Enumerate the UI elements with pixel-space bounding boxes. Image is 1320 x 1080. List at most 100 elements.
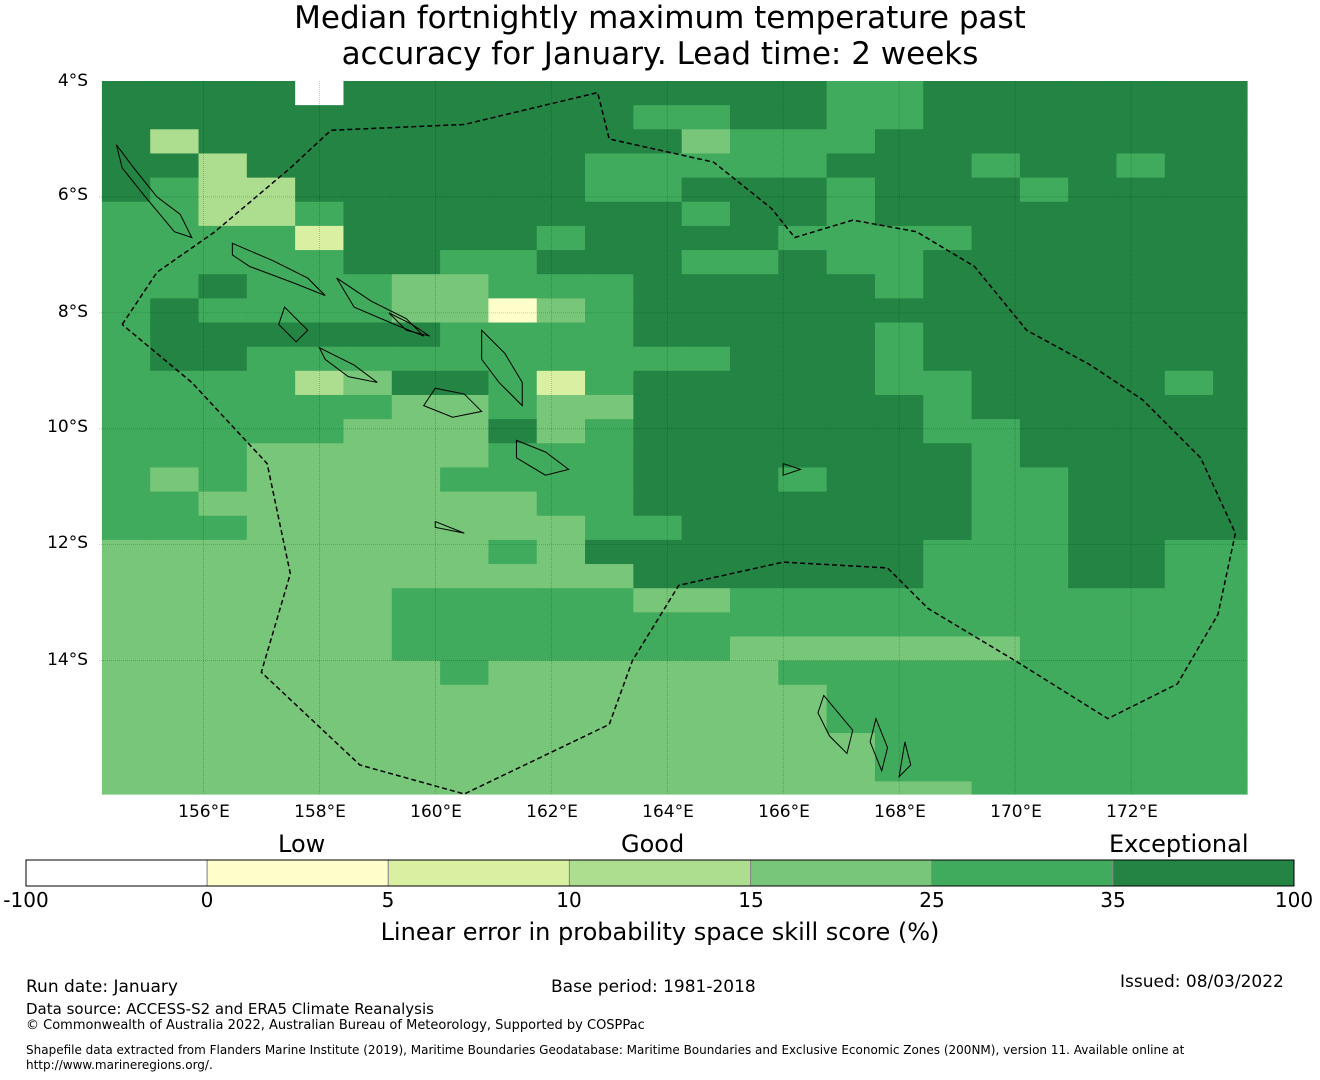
skill-cell <box>1068 105 1118 130</box>
skill-cell <box>295 757 345 783</box>
skill-cell <box>729 491 779 517</box>
skill-cell <box>1019 660 1069 686</box>
skill-cell <box>198 250 248 275</box>
skill-cell <box>633 346 683 372</box>
skill-cell <box>1164 298 1214 324</box>
skill-cell <box>343 467 393 493</box>
skill-cell <box>1164 370 1214 396</box>
skill-cell <box>343 539 393 565</box>
skill-cell <box>150 636 200 662</box>
skill-cell <box>681 612 731 638</box>
skill-cell <box>633 757 683 783</box>
skill-cell <box>391 588 441 613</box>
colorbar-tick: 100 <box>1274 888 1314 912</box>
skill-cell <box>1116 539 1166 565</box>
skill-cell <box>1164 225 1214 251</box>
skill-cell <box>826 322 876 348</box>
skill-cell <box>391 757 441 783</box>
skill-cell <box>923 298 973 324</box>
skill-cell <box>440 322 490 348</box>
skill-cell <box>343 781 393 795</box>
skill-cell <box>1213 588 1248 613</box>
lat-label-8s: 8°S <box>57 302 88 322</box>
skill-cell <box>729 177 779 203</box>
skill-cell <box>440 467 490 493</box>
skill-cell <box>440 298 490 324</box>
skill-cell <box>1019 274 1069 299</box>
skill-cell <box>246 781 296 795</box>
skill-cell <box>681 781 731 795</box>
skill-cell <box>729 346 779 372</box>
skill-cell <box>295 588 345 613</box>
skill-cell <box>826 250 876 275</box>
lon-label-164e: 164°E <box>642 802 694 822</box>
skill-cell <box>1213 201 1248 227</box>
skill-cell <box>778 346 828 372</box>
skill-cell <box>729 274 779 299</box>
skill-cell <box>1116 177 1166 203</box>
skill-cell <box>198 467 248 493</box>
colorbar-swatch <box>931 859 1114 887</box>
island-outline <box>782 462 803 476</box>
skill-cell <box>150 781 200 795</box>
island-outline <box>231 242 326 296</box>
skill-cell <box>198 757 248 783</box>
skill-cell <box>778 539 828 565</box>
skill-cell <box>343 419 393 444</box>
skill-cell <box>826 491 876 517</box>
skill-cell <box>633 153 683 179</box>
skill-cell <box>971 394 1021 420</box>
skill-cell <box>585 274 634 299</box>
colorbar-tick: 5 <box>381 888 395 912</box>
skill-cell <box>729 733 779 758</box>
skill-cell <box>585 322 634 348</box>
skill-cell <box>874 81 924 106</box>
skill-cell <box>971 201 1021 227</box>
skill-cell <box>585 419 634 444</box>
skill-cell <box>1068 298 1118 324</box>
skill-cell <box>391 298 441 324</box>
skill-cell <box>150 419 200 444</box>
skill-cell <box>343 612 393 638</box>
skill-cell <box>150 250 200 275</box>
skill-cell <box>246 322 296 348</box>
skill-cell <box>1068 733 1118 758</box>
skill-cell <box>1068 177 1118 203</box>
skill-cell <box>923 129 973 155</box>
skill-cell <box>536 515 586 541</box>
skill-cell <box>198 346 248 372</box>
skill-cell <box>440 153 490 179</box>
skill-cell <box>101 419 151 444</box>
skill-cell <box>826 274 876 299</box>
skill-cell <box>826 612 876 638</box>
skill-cell <box>681 81 731 106</box>
skill-cell <box>729 298 779 324</box>
skill-cell <box>826 225 876 251</box>
skill-cell <box>198 684 248 710</box>
skill-cell <box>343 733 393 758</box>
skill-cell <box>1068 708 1118 734</box>
skill-cell <box>826 467 876 493</box>
skill-cell <box>1116 564 1166 589</box>
skill-cell <box>1213 539 1248 565</box>
skill-cell <box>681 467 731 493</box>
skill-cell <box>101 515 151 541</box>
skill-cell <box>1019 708 1069 734</box>
skill-cell <box>681 105 731 130</box>
skill-cell <box>440 515 490 541</box>
skill-cell <box>488 274 538 299</box>
skill-cell <box>101 684 151 710</box>
skill-cell <box>778 757 828 783</box>
skill-cell <box>585 515 634 541</box>
skill-cell <box>1116 491 1166 517</box>
skill-cell <box>150 394 200 420</box>
skill-cell <box>1068 539 1118 565</box>
skill-cell <box>1019 177 1069 203</box>
skill-cell <box>1068 201 1118 227</box>
skill-cell <box>1213 636 1248 662</box>
skill-cell <box>343 105 393 130</box>
skill-cell <box>440 660 490 686</box>
skill-cell <box>923 201 973 227</box>
skill-cell <box>295 394 345 420</box>
skill-cell <box>295 733 345 758</box>
